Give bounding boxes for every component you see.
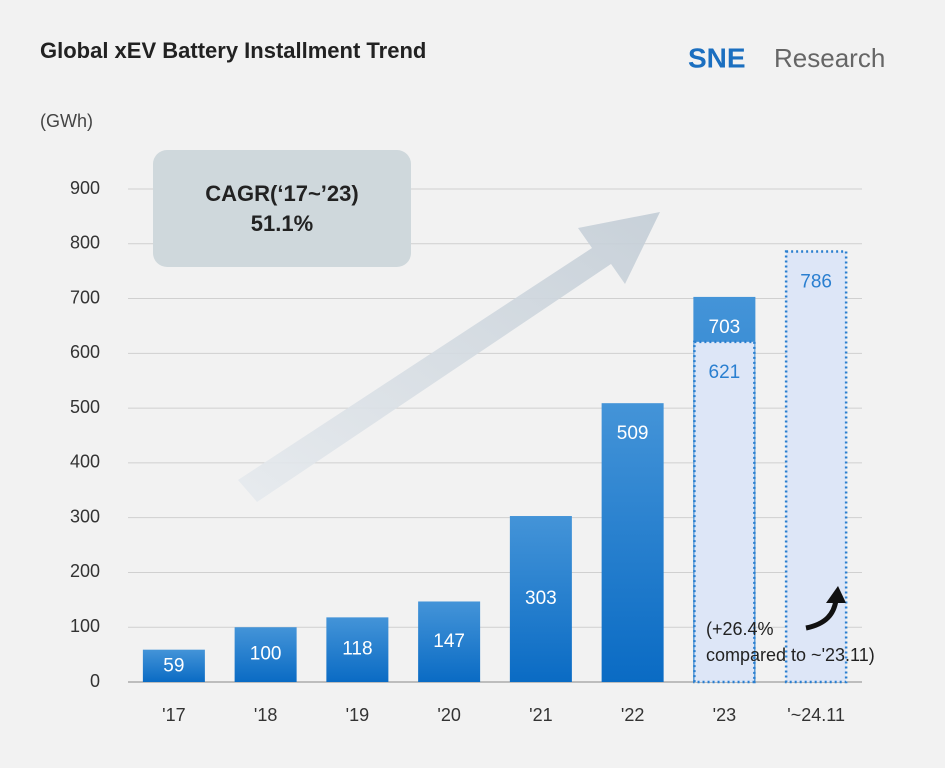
value-label: 147 xyxy=(433,631,465,652)
chart-title: Global xEV Battery Installment Trend xyxy=(40,38,426,63)
bar xyxy=(326,617,389,682)
growth-arrow-head xyxy=(826,586,846,603)
growth-note: compared to ~'23.11) xyxy=(706,645,875,665)
y-tick-label: 200 xyxy=(70,561,100,581)
bar xyxy=(142,649,205,682)
bar xyxy=(418,601,481,682)
y-tick-label: 100 xyxy=(70,616,100,636)
value-label: 59 xyxy=(163,656,184,677)
value-label: 786 xyxy=(800,271,832,292)
y-tick-label: 800 xyxy=(70,233,100,253)
trend-arrow xyxy=(238,212,660,502)
growth-arrow xyxy=(805,599,839,631)
y-tick-label: 500 xyxy=(70,397,100,417)
cagr-value: 51.1% xyxy=(251,211,313,236)
bar xyxy=(601,403,664,682)
y-axis-label: (GWh) xyxy=(40,111,93,131)
x-tick-label: '23 xyxy=(713,705,736,725)
x-tick-label: '17 xyxy=(162,705,185,725)
x-tick-label: '20 xyxy=(437,705,460,725)
x-tick-label: '~24.11 xyxy=(787,705,845,725)
cagr-box xyxy=(153,150,411,267)
bar xyxy=(234,627,297,682)
y-tick-label: 900 xyxy=(70,178,100,198)
x-tick-label: '18 xyxy=(254,705,277,725)
y-tick-label: 300 xyxy=(70,506,100,526)
x-tick-label: '22 xyxy=(621,705,644,725)
value-label: 118 xyxy=(342,639,372,660)
overlay: 59 100 118 147 303 509 703 621 786 xyxy=(163,250,848,684)
y-tick-label: 0 xyxy=(90,671,100,691)
period-bar xyxy=(784,250,848,684)
value-label: 621 xyxy=(709,362,741,383)
period-bar xyxy=(693,340,756,684)
value-label: 100 xyxy=(250,644,282,665)
y-tick-label: 700 xyxy=(70,287,100,307)
y-tick-label: 600 xyxy=(70,342,100,362)
cagr-label: CAGR(‘17~’23) xyxy=(205,181,358,206)
growth-note: (+26.4% xyxy=(706,619,774,639)
value-label: 509 xyxy=(617,423,649,444)
x-tick-label: '21 xyxy=(529,705,552,725)
logo-name: Research xyxy=(774,43,885,73)
y-tick-label: 400 xyxy=(70,452,100,472)
value-label: 703 xyxy=(709,317,741,338)
value-label: 303 xyxy=(525,588,557,609)
bar xyxy=(509,516,572,682)
x-tick-label: '19 xyxy=(346,705,369,725)
logo-brand: SNE xyxy=(688,42,746,73)
